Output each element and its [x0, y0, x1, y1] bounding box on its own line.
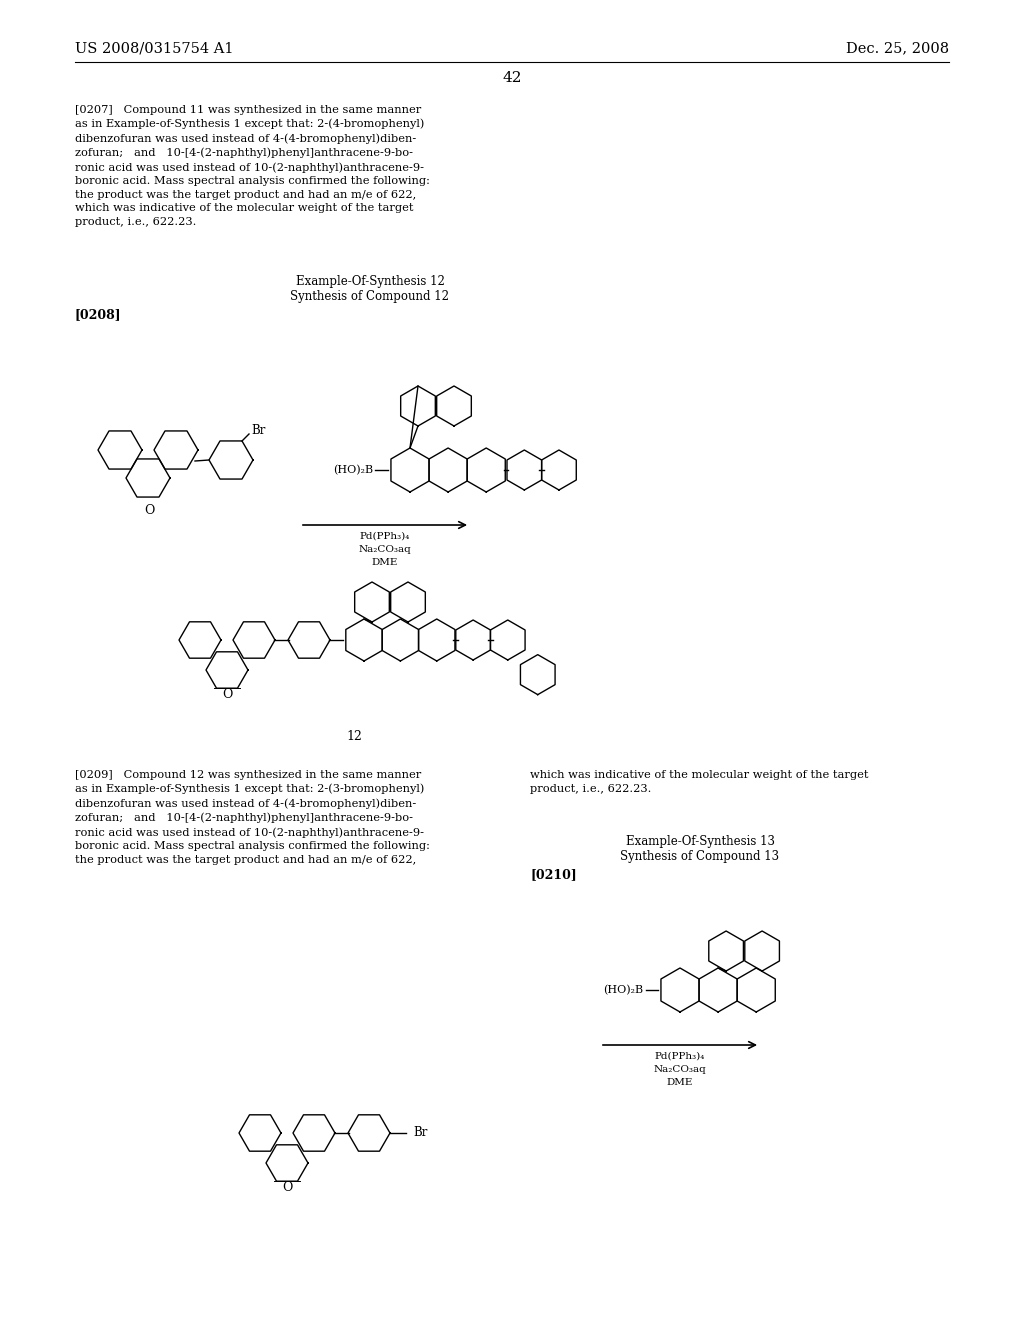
- Text: 42: 42: [502, 71, 522, 84]
- Text: Dec. 25, 2008: Dec. 25, 2008: [846, 41, 949, 55]
- Text: Br: Br: [413, 1126, 427, 1139]
- Text: O: O: [143, 503, 155, 516]
- Text: O: O: [282, 1181, 292, 1195]
- Text: Synthesis of Compound 13: Synthesis of Compound 13: [621, 850, 779, 863]
- Text: [0208]: [0208]: [75, 308, 122, 321]
- Text: DME: DME: [667, 1078, 693, 1086]
- Text: (HO)₂B: (HO)₂B: [333, 465, 373, 475]
- Text: which was indicative of the molecular weight of the target
product, i.e., 622.23: which was indicative of the molecular we…: [530, 770, 868, 793]
- Text: (HO)₂B: (HO)₂B: [603, 985, 643, 995]
- Text: US 2008/0315754 A1: US 2008/0315754 A1: [75, 41, 233, 55]
- Text: O: O: [222, 688, 232, 701]
- Text: Na₂CO₃aq: Na₂CO₃aq: [358, 545, 412, 554]
- Text: Synthesis of Compound 12: Synthesis of Compound 12: [291, 290, 450, 304]
- Text: Example-Of-Synthesis 12: Example-Of-Synthesis 12: [296, 275, 444, 288]
- Text: [0207]   Compound 11 was synthesized in the same manner
as in Example-of-Synthes: [0207] Compound 11 was synthesized in th…: [75, 106, 430, 227]
- Text: Pd(PPh₃)₄: Pd(PPh₃)₄: [359, 532, 411, 541]
- Text: Br: Br: [251, 425, 265, 437]
- Text: Na₂CO₃aq: Na₂CO₃aq: [653, 1065, 707, 1074]
- Text: DME: DME: [372, 558, 398, 568]
- Text: [0210]: [0210]: [530, 869, 577, 880]
- Text: Pd(PPh₃)₄: Pd(PPh₃)₄: [654, 1052, 706, 1061]
- Text: Example-Of-Synthesis 13: Example-Of-Synthesis 13: [626, 836, 774, 847]
- Text: 12: 12: [346, 730, 361, 743]
- Text: [0209]   Compound 12 was synthesized in the same manner
as in Example-of-Synthes: [0209] Compound 12 was synthesized in th…: [75, 770, 430, 865]
